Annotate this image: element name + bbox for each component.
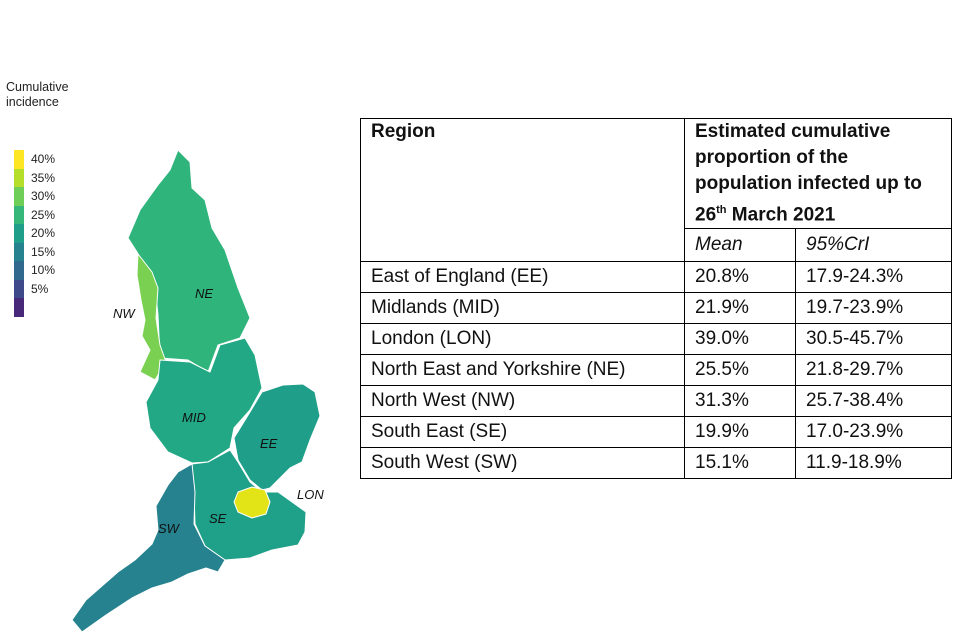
row-cri: 17.9-24.3%	[795, 261, 952, 294]
row-region: London (LON)	[360, 323, 685, 356]
legend-item-10: 10%	[14, 261, 74, 280]
header-estimate-suffix: th	[716, 204, 727, 216]
legend-swatch	[14, 242, 24, 261]
row-region: North East and Yorkshire (NE)	[360, 354, 685, 387]
legend-item-25: 25%	[14, 205, 74, 224]
legend-swatch	[14, 261, 24, 280]
legend-item-5: 5%	[14, 279, 74, 298]
legend-title-line1: Cumulative	[6, 80, 69, 94]
region-mid	[145, 337, 263, 464]
row-mean: 21.9%	[684, 292, 796, 325]
legend-label: 15%	[31, 244, 56, 259]
table-header-row: Region Estimated cumulative proportion o…	[360, 117, 952, 263]
legend-swatch	[14, 205, 24, 224]
table-row: London (LON) 39.0% 30.5-45.7%	[360, 323, 952, 356]
subheader-mean: Mean	[684, 228, 796, 263]
row-region: South West (SW)	[360, 447, 685, 480]
header-estimate: Estimated cumulative proportion of the p…	[684, 117, 952, 230]
table-row: North East and Yorkshire (NE) 25.5% 21.8…	[360, 354, 952, 387]
header-estimate-line3: population infected up to	[695, 173, 922, 194]
table-subheader-row: Mean 95%CrI	[361, 228, 952, 263]
table-row: East of England (EE) 20.8% 17.9-24.3%	[360, 261, 952, 294]
table-row: Midlands (MID) 21.9% 19.7-23.9%	[360, 292, 952, 325]
legend-label: 30%	[31, 189, 56, 203]
legend-swatch	[14, 279, 24, 298]
table-row: South East (SE) 19.9% 17.0-23.9%	[360, 416, 952, 449]
legend-label: 40%	[31, 152, 56, 166]
legend-label: 20%	[31, 226, 56, 240]
map-label-se: SE	[209, 511, 227, 526]
legend-item-35: 35%	[14, 168, 74, 187]
legend-label: 35%	[31, 170, 56, 185]
map-label-nw: NW	[113, 306, 136, 321]
row-cri: 30.5-45.7%	[795, 323, 952, 356]
legend-title-line2: incidence	[6, 95, 59, 109]
map-svg: NW NE MID EE LON SE SW	[71, 149, 324, 633]
row-mean: 31.3%	[684, 385, 796, 418]
row-mean: 20.8%	[684, 261, 796, 294]
header-region: Region	[360, 117, 685, 263]
legend-item-15: 15%	[14, 242, 74, 261]
row-mean: 19.9%	[684, 416, 796, 449]
legend-item-40: 40%	[14, 150, 74, 169]
map-label-ne: NE	[195, 286, 213, 301]
color-legend: 40% 35% 30% 25% 20% 15% 10% 5%	[14, 150, 74, 317]
header-estimate-line2: proportion of the	[695, 147, 849, 168]
legend-swatch	[14, 150, 24, 169]
subheader-cri: 95%CrI	[795, 228, 952, 263]
england-region-map: NW NE MID EE LON SE SW	[40, 140, 340, 635]
legend-item-30: 30%	[14, 187, 74, 206]
row-mean: 25.5%	[684, 354, 796, 387]
row-cri: 19.7-23.9%	[795, 292, 952, 325]
legend-swatch	[14, 168, 24, 187]
legend-item-20: 20%	[14, 224, 74, 243]
region-sw	[71, 463, 226, 633]
legend-swatch	[14, 224, 24, 243]
map-label-sw: SW	[158, 521, 181, 536]
table-row: South West (SW) 15.1% 11.9-18.9%	[360, 447, 952, 480]
region-ee	[233, 383, 321, 491]
header-estimate-rest: March 2021	[726, 204, 836, 226]
row-region: South East (SE)	[360, 416, 685, 449]
row-region: North West (NW)	[360, 385, 685, 418]
legend-title: Cumulative incidence	[6, 80, 69, 110]
row-cri: 17.0-23.9%	[795, 416, 952, 449]
row-region: East of England (EE)	[360, 261, 685, 294]
row-cri: 11.9-18.9%	[795, 447, 952, 480]
region-lon	[233, 486, 271, 519]
map-label-lon: LON	[297, 487, 324, 502]
header-estimate-line1: Estimated cumulative	[695, 121, 891, 142]
row-mean: 39.0%	[684, 323, 796, 356]
header-estimate-day: 26	[695, 204, 717, 226]
legend-swatch	[14, 298, 24, 317]
table-row: North West (NW) 31.3% 25.7-38.4%	[360, 385, 952, 418]
row-region: Midlands (MID)	[360, 292, 685, 325]
map-label-mid: MID	[182, 410, 206, 425]
row-cri: 21.8-29.7%	[795, 354, 952, 387]
legend-label: 10%	[31, 263, 56, 277]
row-cri: 25.7-38.4%	[795, 385, 952, 418]
row-mean: 15.1%	[684, 447, 796, 480]
legend-item-0	[14, 298, 74, 317]
legend-swatch	[14, 187, 24, 206]
map-label-ee: EE	[260, 436, 278, 451]
regional-estimates-table: Region Estimated cumulative proportion o…	[360, 117, 952, 480]
legend-label: 25%	[31, 207, 56, 222]
legend-label: 5%	[31, 281, 49, 296]
region-nw	[136, 253, 167, 381]
